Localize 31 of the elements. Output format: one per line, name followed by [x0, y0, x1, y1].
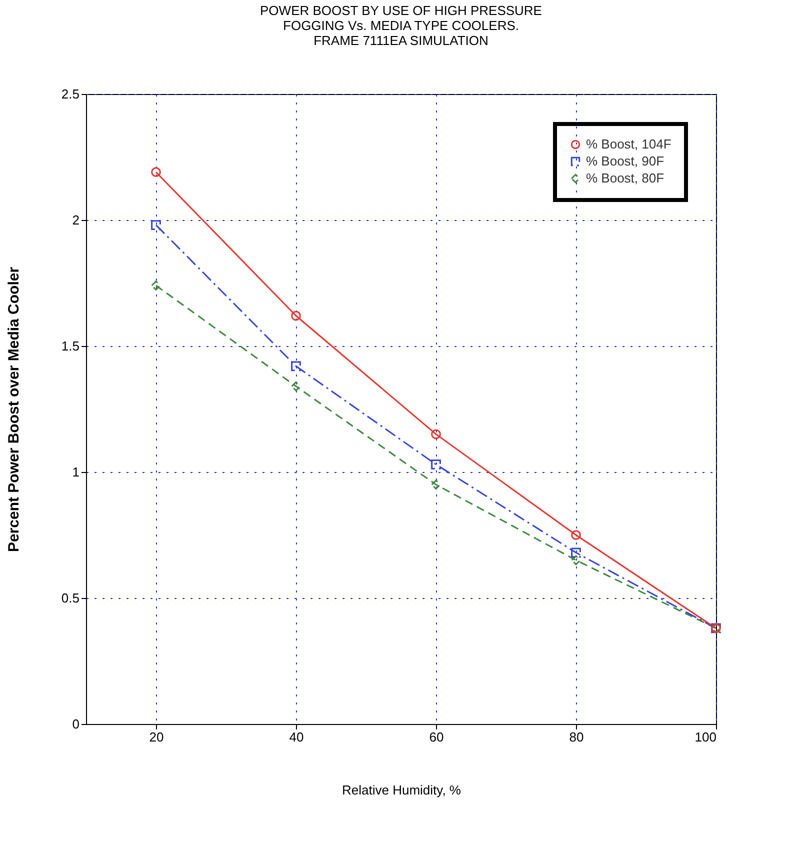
point: [571, 530, 581, 540]
point: [291, 310, 301, 321]
point: [151, 220, 161, 230]
point: [431, 429, 441, 440]
text: POWER BOOST BY USE OF HIGH PRESSURE: [260, 3, 542, 18]
y-tick-label: 1: [72, 464, 80, 480]
point: [291, 361, 301, 372]
x-axis-title: Relative Humidity, %: [342, 782, 462, 798]
point: [151, 167, 161, 178]
x-tick-label: 20: [149, 730, 164, 744]
y-tick-label: 0: [72, 716, 80, 732]
text: FOGGING Vs. MEDIA TYPE COOLERS.: [283, 18, 519, 33]
point: [571, 555, 581, 566]
y-tick-label: 1.5: [61, 338, 80, 354]
point: [431, 480, 441, 490]
legend-label: % Boost, 80F: [586, 170, 664, 186]
x-tick-label: 100: [694, 730, 716, 744]
x-tick-label: 40: [289, 730, 304, 744]
text: FRAME 7111EA SIMULATION: [314, 33, 488, 48]
x-tick-label: 60: [429, 730, 444, 744]
point: [431, 460, 441, 470]
point: [571, 548, 581, 558]
point: [291, 381, 301, 392]
point: [151, 280, 161, 290]
legend-label: % Boost, 90F: [586, 154, 664, 168]
y-tick-label: 2: [72, 212, 80, 228]
x-tick-label: 80: [569, 730, 584, 744]
y-axis-title: Percent Power Boost over Media Cooler: [5, 266, 22, 552]
legend-label: % Boost, 104F: [586, 136, 672, 152]
y-tick-label: 0.5: [61, 590, 80, 606]
y-tick-label: 2.5: [61, 86, 80, 102]
